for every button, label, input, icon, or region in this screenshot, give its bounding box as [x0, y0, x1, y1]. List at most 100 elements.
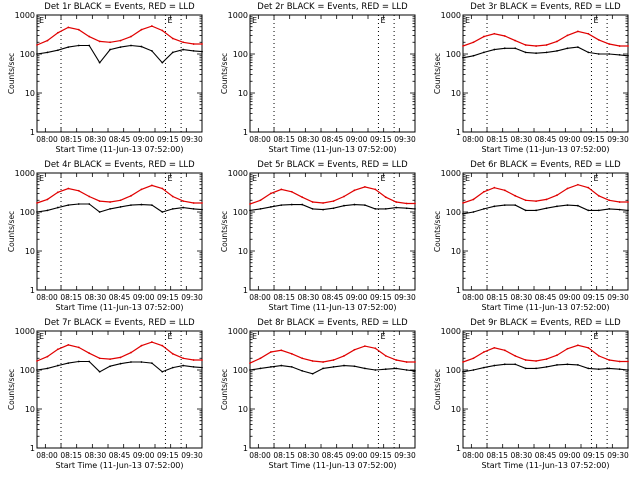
- panel-det-5: Det 5r BLACK = Events, RED = LLD 1 10 100 10…: [220, 160, 416, 312]
- events-point: [608, 53, 611, 55]
- y-tick-label: 1000: [15, 11, 35, 20]
- lld-point: [67, 187, 70, 190]
- lld-point: [576, 30, 579, 33]
- lld-point: [311, 201, 314, 203]
- x-axis-label: Start Time (11-Jun-13 07:52:00): [269, 461, 397, 470]
- events-point: [556, 50, 558, 52]
- events-point: [576, 364, 579, 366]
- legend-marker-left: E: [252, 332, 257, 341]
- x-tick-label: 09:00: [133, 293, 155, 302]
- events-point: [150, 50, 153, 52]
- lld-point: [77, 189, 80, 192]
- events-point: [524, 51, 527, 54]
- events-point: [535, 367, 538, 370]
- lld-point: [597, 38, 600, 41]
- events-point: [472, 369, 475, 371]
- lld-point: [249, 362, 251, 365]
- events-point: [414, 369, 416, 372]
- lld-point: [566, 347, 569, 350]
- panel-title: Det 9r BLACK = Events, RED = LLD: [470, 318, 621, 328]
- events-point: [311, 208, 314, 210]
- x-tick-label: 09:00: [133, 135, 155, 144]
- x-tick-label: 09:15: [157, 135, 179, 144]
- lld-point: [192, 359, 195, 361]
- events-point: [535, 52, 538, 55]
- lld-point: [280, 349, 283, 352]
- lld-point: [608, 199, 611, 202]
- lld-point: [301, 357, 304, 360]
- events-point: [332, 207, 335, 210]
- events-point: [556, 364, 558, 366]
- x-tick-label: 09:30: [181, 293, 203, 302]
- series-lld-line: [36, 184, 202, 204]
- x-tick-label: 09:15: [370, 135, 392, 144]
- plot-frame: [249, 330, 416, 449]
- events-point: [363, 204, 366, 207]
- lld-point: [503, 189, 506, 192]
- events-point: [576, 204, 579, 207]
- x-tick-label: 08:00: [462, 293, 484, 302]
- events-point: [67, 46, 70, 49]
- events-point: [587, 209, 590, 212]
- events-point: [587, 367, 590, 370]
- y-tick-label: 100: [446, 208, 461, 217]
- events-point: [503, 363, 506, 366]
- panel-det-9: Det 9r BLACK = Events, RED = LLD 1 10 100 10…: [433, 318, 629, 470]
- lld-point: [269, 351, 272, 353]
- lld-point: [514, 39, 517, 42]
- y-tick-label: 1: [243, 444, 248, 453]
- lld-point: [343, 195, 345, 198]
- x-tick-label: 09:30: [607, 293, 629, 302]
- lld-point: [280, 188, 283, 191]
- x-tick-label: 09:15: [583, 451, 605, 460]
- series-lld-line: [462, 184, 628, 204]
- events-point: [280, 364, 283, 367]
- x-tick-label: 08:30: [298, 451, 320, 460]
- lld-point: [201, 202, 203, 204]
- lld-point: [493, 346, 496, 349]
- events-point: [343, 204, 345, 207]
- y-tick-label: 100: [233, 366, 248, 375]
- y-tick-label: 10: [25, 405, 35, 414]
- events-point: [98, 370, 101, 373]
- plot-frame: [462, 172, 629, 291]
- legend-marker-right: E: [593, 332, 598, 341]
- x-tick-label: 08:15: [273, 293, 295, 302]
- lld-point: [514, 354, 517, 357]
- lld-point: [150, 184, 153, 187]
- lld-point: [46, 355, 49, 358]
- lld-point: [46, 198, 49, 201]
- lld-point: [395, 201, 398, 203]
- x-tick-label: 09:30: [607, 135, 629, 144]
- x-tick-label: 08:30: [511, 135, 533, 144]
- plot-frame: [462, 14, 629, 133]
- y-tick-label: 10: [451, 247, 461, 256]
- events-point: [140, 203, 143, 206]
- events-point: [343, 364, 345, 367]
- events-point: [524, 367, 527, 370]
- panel-det-3: Det 3r BLACK = Events, RED = LLD 1 10 100 10…: [433, 2, 629, 154]
- y-tick-label: 1: [456, 286, 461, 295]
- legend-marker-right: E: [167, 332, 172, 341]
- lld-point: [140, 28, 143, 31]
- lld-point: [140, 188, 143, 191]
- events-point: [98, 211, 101, 213]
- x-tick-label: 09:00: [559, 293, 581, 302]
- y-tick-label: 10: [238, 247, 248, 256]
- panel-det-8: Det 8r BLACK = Events, RED = LLD 1 10 100 10…: [220, 318, 416, 470]
- lld-point: [259, 199, 262, 202]
- events-point: [503, 47, 506, 50]
- lld-point: [608, 359, 611, 361]
- events-point: [405, 207, 408, 210]
- events-point: [608, 208, 611, 210]
- y-tick-label: 1: [243, 128, 248, 137]
- legend-marker-left: E: [39, 332, 44, 341]
- events-point: [182, 206, 185, 209]
- panel-title: Det 7r BLACK = Events, RED = LLD: [44, 318, 195, 328]
- series-events-line: [36, 203, 203, 213]
- lld-point: [109, 358, 112, 361]
- events-point: [150, 204, 153, 207]
- series-events-line: [462, 46, 629, 59]
- events-point: [46, 209, 49, 212]
- lld-point: [259, 357, 262, 360]
